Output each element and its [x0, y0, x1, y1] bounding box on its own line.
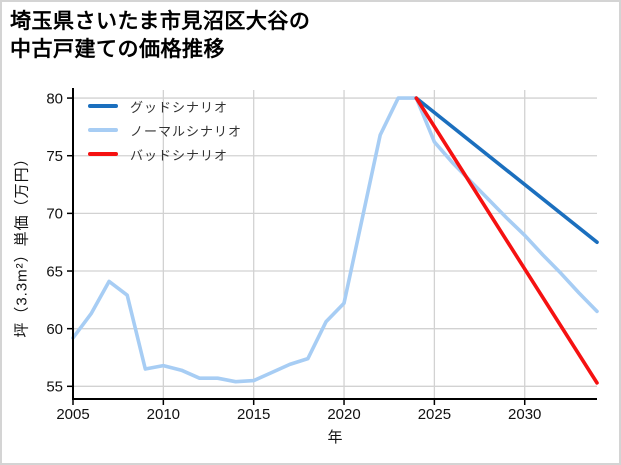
legend-line-swatch-good	[88, 104, 118, 108]
x-tick-label: 2020	[327, 406, 360, 423]
chart-title-line1: 埼玉県さいたま市見沼区大谷の	[10, 10, 311, 33]
legend-line-swatch-normal	[88, 128, 118, 132]
series-line-2	[414, 96, 599, 385]
y-tick-label: 55	[46, 379, 63, 396]
legend-item: バッドシナリオ	[88, 142, 242, 166]
chart-title: 埼玉県さいたま市見沼区大谷の 中古戸建ての価格推移	[10, 8, 310, 64]
x-tick-label: 2030	[508, 406, 541, 423]
series-line-0	[414, 96, 599, 244]
legend-label-normal: ノーマルシナリオ	[130, 123, 243, 139]
chart-title-line2: 中古戸建ての価格推移	[10, 38, 225, 61]
legend-label-good: グッドシナリオ	[130, 99, 229, 115]
x-tick-label: 2005	[56, 406, 89, 423]
y-tick-label: 75	[46, 148, 63, 165]
legend-label-bad: バッドシナリオ	[130, 147, 229, 163]
y-tick-label: 60	[46, 321, 63, 338]
x-tick-label: 2025	[418, 406, 451, 423]
legend-item: ノーマルシナリオ	[88, 118, 242, 142]
legend-item: グッドシナリオ	[88, 94, 242, 118]
y-tick-label: 80	[46, 90, 63, 107]
x-axis-label: 年	[327, 429, 343, 446]
y-tick-label: 70	[46, 206, 63, 223]
x-tick-label: 2015	[237, 406, 270, 423]
y-axis-label: 坪（3.3m²）単価（万円）	[13, 150, 31, 338]
legend-line-swatch-bad	[88, 152, 118, 156]
series-line-1	[71, 96, 599, 384]
chart-legend: グッドシナリオ ノーマルシナリオ バッドシナリオ	[88, 94, 242, 166]
x-tick-label: 2010	[147, 406, 180, 423]
y-tick-label: 65	[46, 263, 63, 280]
